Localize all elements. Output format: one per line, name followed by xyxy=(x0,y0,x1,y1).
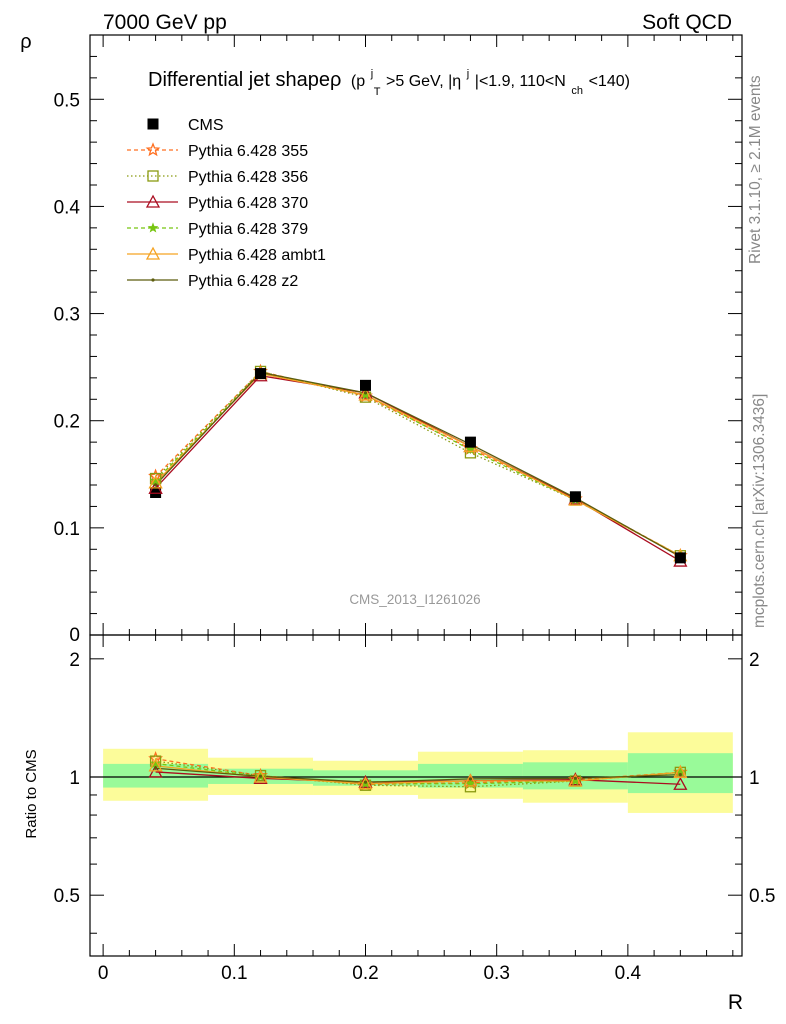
axis-ticks: 0 0.1 0.2 0.3 0.4 0.1 0.2 0.3 0.4 0.5 0 0.5 0.5 1 1 2 2 xyxy=(54,35,775,984)
legend-marker-data xyxy=(147,118,159,130)
ratio-point-5-1 xyxy=(258,774,263,778)
legend-marker-2 xyxy=(145,194,161,208)
ratio-frame xyxy=(89,634,743,957)
series-point-top-4 xyxy=(148,475,163,489)
ratio-point-5-0 xyxy=(153,766,158,770)
uncertainty-bands xyxy=(90,732,742,813)
legend-marker-1 xyxy=(147,170,159,182)
ratio-point-2-5 xyxy=(673,776,688,790)
data-point-0 xyxy=(150,487,162,498)
ratio-line-1 xyxy=(155,760,681,788)
x-axis-label: R xyxy=(728,991,743,1014)
ratio-point-4-3 xyxy=(463,773,478,787)
title-tail: |<1.9, 110<N xyxy=(475,73,566,90)
y-tick-label: 0.5 xyxy=(54,90,80,111)
series-line-1 xyxy=(155,370,681,557)
ratio-point-5-5 xyxy=(678,773,682,777)
series-point-5-2 xyxy=(363,391,368,395)
analysis-watermark: CMS_2013_I1261026 xyxy=(349,592,480,607)
y-tick-label: 0.3 xyxy=(54,305,80,326)
legend-label-4: Pythia 6.428 ambt1 xyxy=(188,247,326,264)
ratio-series-group xyxy=(148,751,688,793)
main-series-group xyxy=(148,363,688,567)
title-p: (p xyxy=(351,73,365,90)
title-eta-sup: j xyxy=(466,68,469,80)
ratio-point-2-1 xyxy=(253,771,268,785)
legend-label-0: Pythia 6.428 355 xyxy=(188,143,308,160)
title-p-sup: j xyxy=(370,68,373,80)
legend-label-data: CMS xyxy=(188,117,224,134)
y-tick-label: 0.2 xyxy=(54,412,80,433)
data-point-4 xyxy=(569,491,581,503)
data-point-5 xyxy=(674,552,686,564)
x-tick-label: 0.1 xyxy=(221,963,247,984)
ratio-tick-label-right: 0.5 xyxy=(749,886,775,907)
rivet-note: Rivet 3.1.10, ≥ 2.1M events xyxy=(747,75,764,264)
y-tick-label-zero: 0 xyxy=(69,625,80,646)
title-mid: >5 GeV, |η xyxy=(386,73,461,90)
legend: CMS Pythia 6.428 355 Pythia 6.428 356 Pythi… xyxy=(127,117,326,290)
x-tick-label: 0.2 xyxy=(352,963,378,984)
ratio-point-4-0 xyxy=(148,758,163,772)
legend-marker-5 xyxy=(151,278,155,282)
x-tick-label: 0 xyxy=(98,963,109,984)
svg-text:Differential jet shapeρ: Differential jet shapeρ (p j T >5 GeV, |… xyxy=(148,60,630,100)
x-tick-label: 0.3 xyxy=(483,963,509,984)
legend-label-2: Pythia 6.428 370 xyxy=(188,195,308,212)
ratio-point-3-0 xyxy=(150,757,161,769)
mcplots-note: mcplots.cern.ch [arXiv:1306.3436] xyxy=(751,394,768,628)
legend-marker-4 xyxy=(145,246,161,260)
ratio-tick-label-right: 2 xyxy=(749,650,760,671)
y-tick-label: 0.4 xyxy=(54,197,81,218)
title-p-sub: T xyxy=(374,86,381,98)
series-point-top-5 xyxy=(153,483,158,487)
ratio-point-5-4 xyxy=(573,776,577,780)
series-point-4-2 xyxy=(358,387,373,401)
y-axis-label: ρ xyxy=(20,31,31,53)
x-tick-label: 0.4 xyxy=(615,963,642,984)
chart-title: Differential jet shapeρ (p j T >5 GeV, |… xyxy=(148,60,630,100)
title-n-sub: ch xyxy=(571,85,583,97)
legend-label-3: Pythia 6.428 379 xyxy=(188,221,308,238)
header-right: Soft QCD xyxy=(642,11,732,34)
series-point-top-3 xyxy=(150,475,161,486)
legend-label-1: Pythia 6.428 356 xyxy=(188,169,308,186)
ratio-point-4-2 xyxy=(358,776,373,790)
ratio-point-5-3 xyxy=(468,777,473,781)
ratio-point-4-5 xyxy=(673,764,688,778)
data-point-1 xyxy=(255,368,267,380)
ratio-tick-label-left: 0.5 xyxy=(54,886,80,907)
legend-marker-3 xyxy=(147,222,159,233)
ratio-line-5 xyxy=(155,767,681,783)
ratio-tick-label-right: 1 xyxy=(749,768,760,789)
series-point-2-2 xyxy=(358,385,373,399)
legend-label-5: Pythia 6.428 z2 xyxy=(188,273,298,290)
title-main: Differential jet shapeρ xyxy=(148,69,341,91)
data-point-2 xyxy=(359,379,371,391)
y-tick-label: 0.1 xyxy=(54,519,80,540)
ratio-point-2-2 xyxy=(358,774,373,788)
series-line-5 xyxy=(155,371,681,558)
data-point-3 xyxy=(464,436,476,448)
ratio-y-axis-label: Ratio to CMS xyxy=(23,749,40,838)
ratio-point-4-4 xyxy=(568,773,583,787)
ratio-line-2 xyxy=(155,771,681,785)
series-line-2 xyxy=(155,375,681,562)
ratio-point-4-1 xyxy=(253,769,268,783)
ratio-point-5-2 xyxy=(363,780,368,784)
legend-marker-0 xyxy=(145,142,161,157)
title-end: <140) xyxy=(589,73,630,90)
header-left: 7000 GeV pp xyxy=(103,11,227,34)
ratio-tick-label-left: 1 xyxy=(69,768,80,789)
ratio-tick-label-left: 2 xyxy=(69,650,80,671)
